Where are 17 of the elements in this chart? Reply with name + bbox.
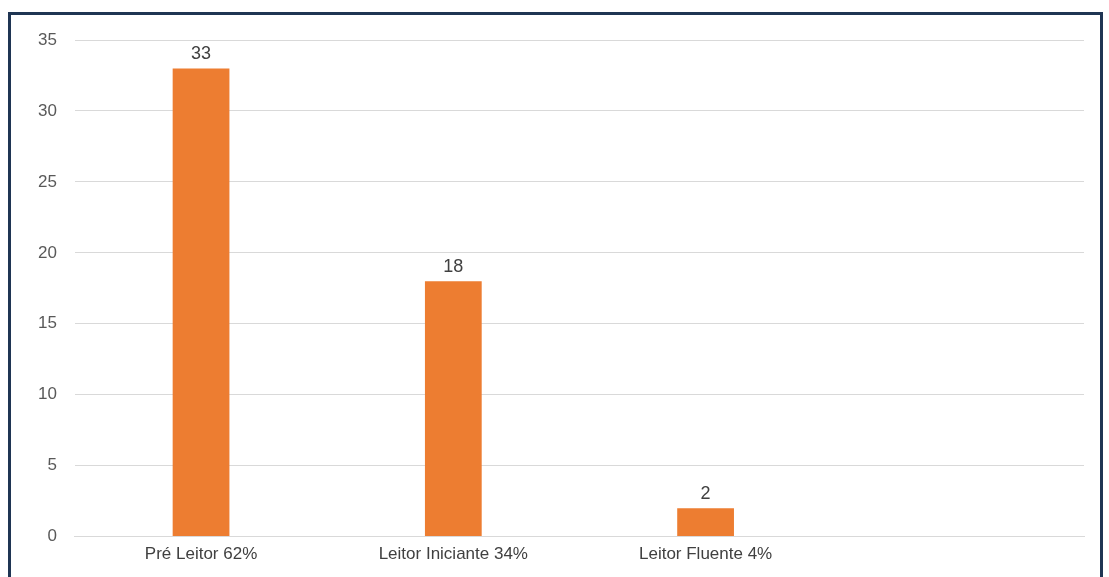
x-tick-label: Leitor Iniciante 34%: [378, 544, 528, 564]
data-label: 2: [700, 483, 711, 504]
x-tick-label: Pré Leitor 62%: [144, 544, 258, 564]
bar: [172, 68, 230, 537]
y-tick-label: 30: [37, 100, 57, 120]
bar: [424, 281, 482, 537]
y-tick-label: 35: [37, 29, 57, 49]
y-tick-label: 20: [37, 242, 57, 262]
y-tick-label: 10: [37, 384, 57, 404]
bar: [677, 508, 734, 537]
x-tick-label: Leitor Fluente 4%: [638, 544, 773, 564]
y-tick-label: 15: [37, 313, 57, 333]
data-label: 18: [443, 256, 464, 277]
y-tick-label: 5: [47, 455, 57, 475]
y-tick-label: 25: [37, 171, 57, 191]
y-tick-label: 0: [47, 526, 57, 546]
data-label: 33: [191, 43, 212, 64]
